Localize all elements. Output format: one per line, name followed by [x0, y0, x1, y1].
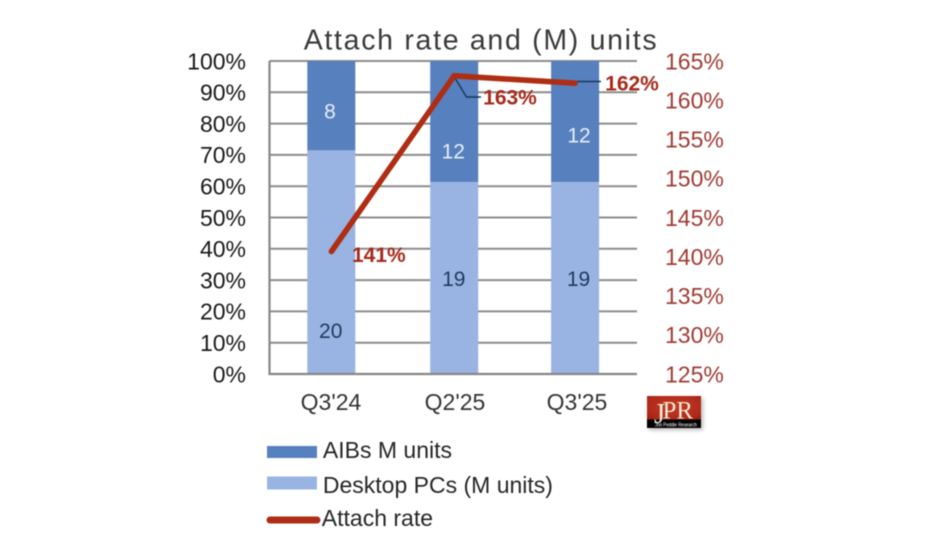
svg-text:Q2'25: Q2'25	[425, 389, 486, 415]
svg-text:141%: 141%	[352, 244, 406, 267]
svg-text:20: 20	[319, 320, 342, 343]
svg-text:0%: 0%	[213, 361, 246, 387]
svg-text:Attach rate: Attach rate	[322, 505, 433, 531]
svg-text:155%: 155%	[665, 127, 724, 153]
svg-text:Q3'24: Q3'24	[301, 389, 362, 415]
svg-text:130%: 130%	[665, 322, 724, 348]
svg-text:100%: 100%	[187, 48, 246, 74]
svg-text:60%: 60%	[200, 174, 246, 200]
svg-text:20%: 20%	[200, 299, 246, 325]
svg-text:80%: 80%	[200, 111, 246, 137]
svg-text:90%: 90%	[200, 80, 246, 106]
svg-text:10%: 10%	[200, 330, 246, 356]
svg-text:Attach rate and (M) units: Attach rate and (M) units	[304, 25, 659, 57]
svg-text:40%: 40%	[200, 236, 246, 262]
svg-text:AIBs M units: AIBs M units	[323, 437, 452, 463]
svg-text:135%: 135%	[665, 283, 724, 309]
svg-text:165%: 165%	[665, 48, 724, 74]
svg-text:70%: 70%	[200, 142, 246, 168]
svg-text:160%: 160%	[665, 87, 724, 113]
svg-text:162%: 162%	[605, 73, 659, 96]
svg-text:Jon Peddie Research: Jon Peddie Research	[655, 422, 697, 428]
svg-text:J: J	[654, 398, 665, 430]
svg-text:Q3'25: Q3'25	[547, 389, 608, 415]
svg-text:163%: 163%	[483, 87, 537, 110]
svg-text:140%: 140%	[665, 244, 724, 270]
svg-text:30%: 30%	[200, 267, 246, 293]
svg-text:PR: PR	[663, 398, 694, 425]
svg-text:145%: 145%	[665, 205, 724, 231]
svg-text:150%: 150%	[665, 166, 724, 192]
svg-text:12: 12	[567, 125, 590, 148]
svg-text:125%: 125%	[665, 361, 724, 387]
svg-text:50%: 50%	[200, 205, 246, 231]
svg-text:19: 19	[442, 268, 465, 291]
svg-text:19: 19	[567, 268, 590, 291]
svg-text:Desktop PCs (M units): Desktop PCs (M units)	[323, 472, 553, 498]
svg-text:8: 8	[324, 101, 336, 124]
svg-text:12: 12	[442, 141, 465, 164]
